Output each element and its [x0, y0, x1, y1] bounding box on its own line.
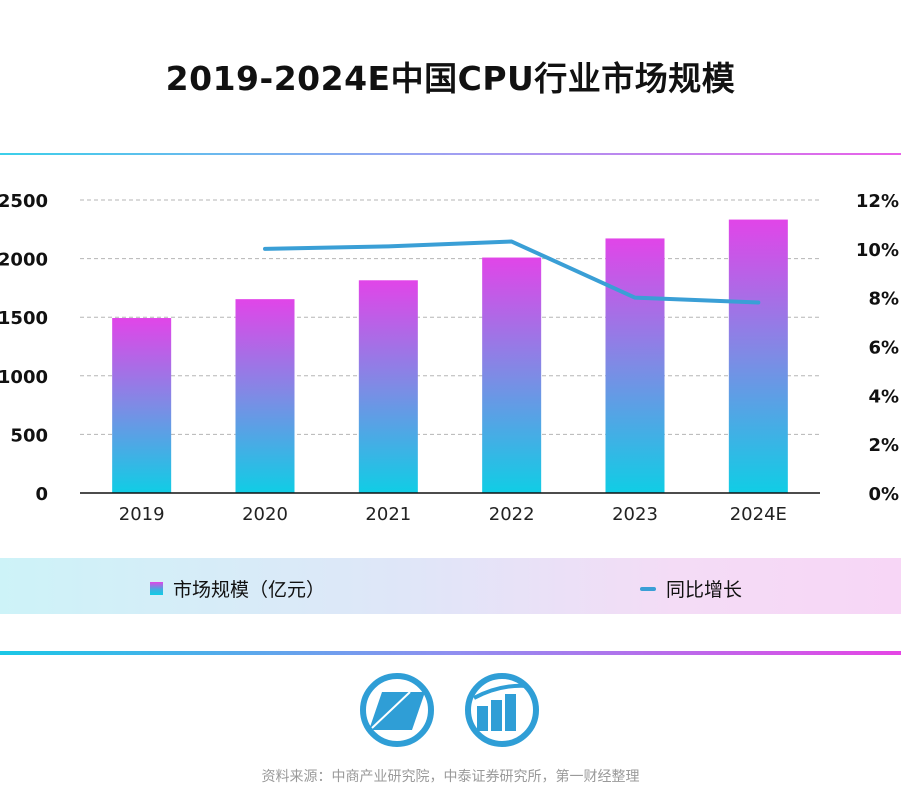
legend-line-label: 同比增长: [666, 579, 743, 601]
bar-2024E: [728, 219, 788, 494]
legend-bar-label: 市场规模（亿元）: [173, 579, 326, 601]
y-right-tick-label: 12%: [856, 191, 899, 212]
y-right-tick-label: 0%: [868, 484, 899, 505]
y-left-tick-label: 500: [10, 425, 48, 446]
legend-bar-swatch: [150, 582, 163, 595]
y-left-tick-label: 2000: [0, 250, 48, 271]
logo-left-icon: [360, 673, 434, 747]
y-left-tick-label: 1500: [0, 308, 48, 329]
x-tick-label: 2020: [242, 504, 288, 525]
legend-item-market-size: 市场规模（亿元）: [150, 575, 325, 602]
logos: [360, 673, 539, 747]
tick-labels: 0 500 1000 1500 2000 2500 0% 2% 4% 6% 8% 10% 12% 2019…: [0, 191, 899, 525]
bottom-divider: [0, 651, 901, 655]
y-left-tick-label: 1000: [0, 367, 48, 388]
y-right-tick-label: 10%: [856, 240, 899, 261]
chart-title: 2019-2024E中国CPU行业市场规模: [165, 59, 736, 98]
y-left-tick-label: 0: [35, 484, 48, 505]
bar-2021: [358, 280, 418, 493]
top-divider: [0, 153, 901, 155]
y-right-tick-label: 2%: [868, 435, 899, 456]
bar-2022: [482, 257, 542, 493]
x-tick-label: 2019: [119, 504, 165, 525]
bar-series: [112, 219, 788, 494]
grid-lines: [80, 199, 820, 435]
combo-chart: 0 500 1000 1500 2000 2500 0% 2% 4% 6% 8% 10% 12% 2019…: [0, 191, 899, 525]
source-note: 资料来源：中商产业研究院，中泰证券研究所，第一财经整理: [261, 769, 640, 785]
x-tick-label: 2024E: [730, 504, 787, 525]
logo-right-icon: [465, 673, 539, 747]
x-tick-label: 2021: [365, 504, 411, 525]
legend-line-swatch: [640, 586, 656, 591]
bar-2019: [112, 318, 172, 493]
growth-line-series: [263, 239, 761, 305]
x-tick-label: 2023: [612, 504, 658, 525]
bar-2023: [605, 238, 665, 493]
bar-2020: [235, 299, 295, 493]
y-right-tick-label: 6%: [868, 338, 899, 359]
x-tick-label: 2022: [489, 504, 535, 525]
y-right-tick-label: 4%: [868, 386, 899, 407]
y-right-tick-label: 8%: [868, 289, 899, 310]
y-left-tick-label: 2500: [0, 191, 48, 212]
legend-item-growth: 同比增长: [640, 575, 742, 602]
legend: 市场规模（亿元） 同比增长: [0, 558, 901, 614]
